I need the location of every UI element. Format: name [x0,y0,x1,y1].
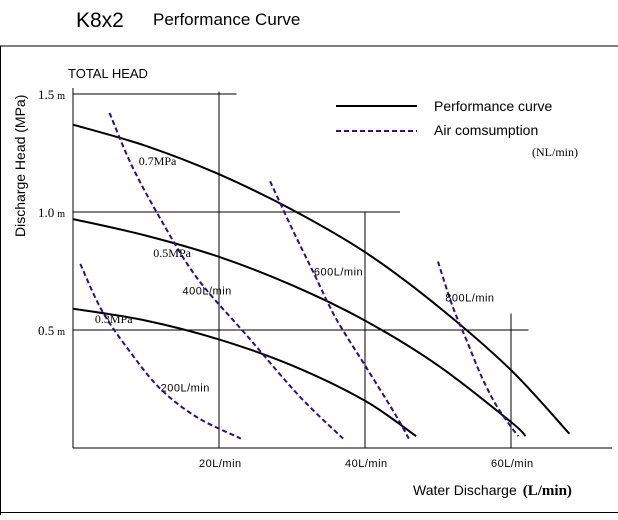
x-axis-unit: (L/min) [523,483,572,499]
curves-layer [72,112,571,440]
performance-curve-line [72,218,527,437]
performance-curve-line [72,307,417,438]
x-tick-label: 20L/min [199,458,242,470]
axes-layer [72,88,612,449]
curve-label: 0.7MPa [139,154,177,168]
x-tick-label: 60L/min [491,458,534,470]
y-top-label: TOTAL HEAD [68,66,148,81]
chart-model-title: K8x2 [76,9,124,32]
x-tick-label: 40L/min [345,458,388,470]
x-axis-label: Water Discharge (L/min) [413,482,572,499]
curve-label: 0.5MPa [153,246,191,260]
legend-air-unit: (NL/min) [532,145,578,159]
curve-label: 0.3MPa [95,312,133,326]
y-tick-label: 1.0 m [38,205,65,220]
legend-performance-label: Performance curve [434,98,552,114]
air-consumption-curve-line [79,263,242,440]
y-tick-label: 1.5 m [38,87,65,102]
air-consumption-curve-line [437,261,520,437]
chart-legend: Performance curve Air comsumption (NL/mi… [336,98,578,159]
curve-label: 800L/min [445,293,494,305]
legend-air-label: Air comsumption [434,122,538,138]
y-axis-label: Discharge Head (MPa) [12,95,28,237]
x-axis-label-text: Water Discharge [413,482,517,498]
y-tick-label: 0.5 m [38,323,65,338]
air-consumption-curve-line [269,180,410,440]
labels-layer: 1.5 m 1.0 m 0.5 m 20L/min 40L/min 60L/min 0.7MPa 0… [38,87,534,470]
curve-label: 200L/min [161,382,210,394]
performance-curve-line [72,123,571,435]
chart-title: Performance Curve [153,10,300,29]
curve-label: 600L/min [314,267,363,279]
curve-label: 400L/min [183,286,232,298]
grid-layer [73,91,529,448]
air-consumption-curve-line [108,112,344,440]
